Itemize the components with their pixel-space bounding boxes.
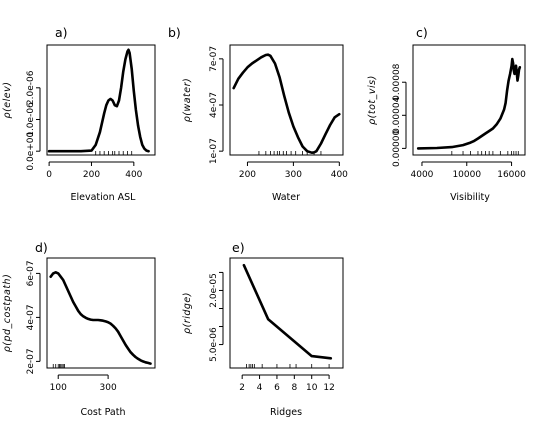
panel-d-x-tick-label: 100 [50, 383, 67, 393]
panel-d-y-axis-title: ρ(pd_costpath) [2, 274, 13, 353]
panel-b-x-axis-title: Water [272, 192, 300, 203]
panel-c-frame [412, 44, 526, 156]
panel-b-y-tick-label: 1e-07 [209, 138, 219, 164]
panel-e-x-tick-label: 2 [239, 383, 245, 393]
panel-a-x-axis-title: Elevation ASL [71, 192, 137, 203]
panel-d-y-tick-label: 6e-07 [26, 260, 36, 286]
panel-d-letter: d) [35, 240, 48, 255]
panel-e-x-tick-label: 6 [274, 383, 280, 393]
panel-a-x-tick-label: 400 [125, 170, 142, 180]
panel-e-frame [229, 257, 344, 369]
panel-d-series-line [49, 271, 152, 365]
panel-c-x-tick-label: 4000 [411, 170, 434, 180]
panel-b-letter: b) [168, 25, 181, 40]
panel-a-y-tick-label: 1.0e-06 [26, 102, 36, 137]
panel-e-y-tick-label: 5.0e-06 [209, 327, 219, 362]
panel-c-x-tick-label: 10000 [452, 170, 481, 180]
panel-e-letter: e) [232, 240, 245, 255]
panel-e-x-tick-label: 12 [323, 383, 334, 393]
panel-a-y-axis-title: ρ(elev) [2, 82, 13, 119]
panel-c-y-tick-label: 0.00008 [392, 63, 402, 100]
panel-b-x-tick-label: 200 [239, 170, 256, 180]
panel-a-x-tick-label: 0 [46, 170, 52, 180]
panel-e-series-line [242, 263, 333, 360]
panel-c-y-tick-label: 0.00000 [392, 130, 402, 167]
panel-a-series-line [47, 48, 150, 153]
panel-a-y-tick-label: 2.0e-06 [26, 70, 36, 105]
panel-c-letter: c) [416, 25, 428, 40]
panel-b-y-tick-label: 4e-07 [209, 92, 219, 118]
panel-a-letter: a) [55, 25, 68, 40]
panel-a-y-tick-label: 0.0e+00 [26, 132, 36, 171]
panel-c-x-tick-label: 16000 [497, 170, 526, 180]
panel-d-x-tick-label: 300 [100, 383, 117, 393]
panel-c-series-line [416, 57, 522, 150]
panel-c-y-tick-label: 0.00004 [392, 96, 402, 133]
panel-b-x-tick-label: 300 [285, 170, 302, 180]
panel-a-frame [46, 44, 156, 156]
panel-d-y-tick-label: 2e-07 [26, 348, 36, 374]
panel-c-x-axis-title: Visibility [450, 192, 490, 203]
panel-b-x-tick-label: 400 [331, 170, 348, 180]
panel-b-series-line [232, 53, 341, 154]
panel-a-x-tick-label: 200 [83, 170, 100, 180]
panel-b-y-axis-title: ρ(water) [182, 78, 193, 123]
panel-d-y-tick-label: 4e-07 [26, 304, 36, 330]
panel-b-y-tick-label: 7e-07 [209, 46, 219, 72]
panel-e-y-axis-title: ρ(ridge) [182, 292, 193, 334]
panel-e-x-tick-label: 10 [306, 383, 318, 393]
panel-d-frame [46, 257, 156, 369]
panel-d-x-axis-title: Cost Path [80, 407, 125, 418]
panel-e-y-tick-label: 2.0e-05 [209, 273, 219, 308]
panel-c-y-axis-title: ρ(tot_vis) [367, 75, 378, 125]
panel-e-x-axis-title: Ridges [270, 407, 302, 418]
panel-e-x-tick-label: 4 [257, 383, 263, 393]
panel-e-x-tick-label: 8 [291, 383, 297, 393]
